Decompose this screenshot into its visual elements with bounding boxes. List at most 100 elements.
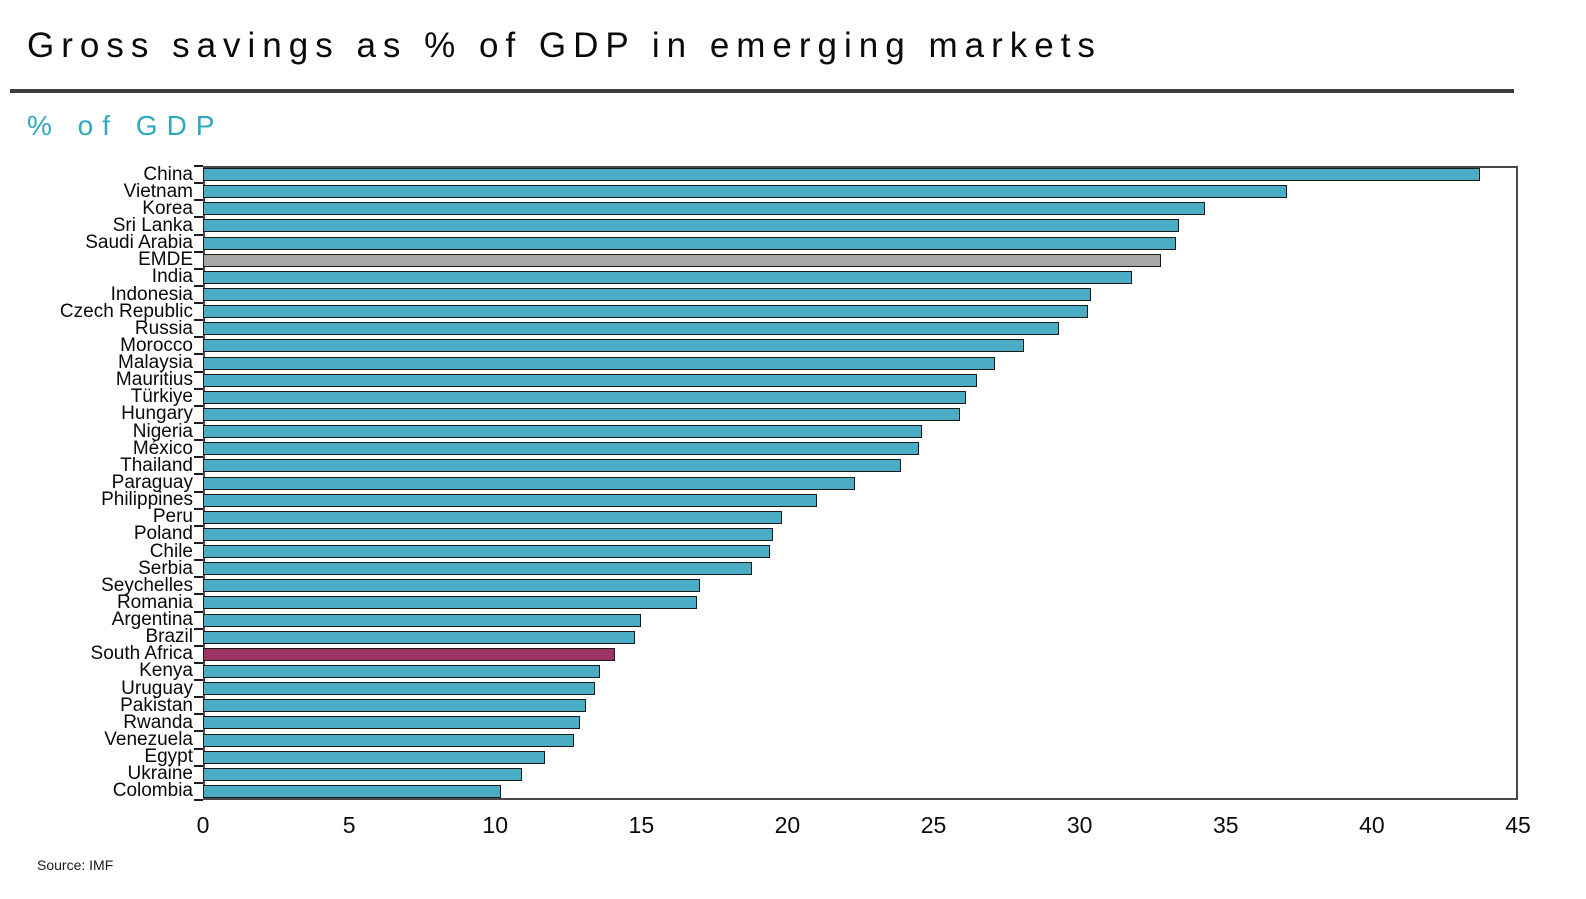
y-axis-tick [194, 319, 203, 322]
bar-paraguay [203, 476, 855, 490]
category-label-kenya: Kenya [139, 660, 193, 682]
category-label-argentina: Argentina [111, 609, 193, 631]
bar-mauritius [203, 373, 977, 387]
bar-peru [203, 510, 782, 524]
category-label-ukraine: Ukraine [127, 763, 193, 785]
bar-philippines [203, 493, 817, 507]
y-axis-tick [194, 302, 203, 305]
y-axis-tick [194, 422, 203, 425]
category-label-indonesia: Indonesia [110, 283, 193, 305]
y-axis-tick [194, 404, 203, 407]
category-label-sri-lanka: Sri Lanka [112, 214, 193, 236]
y-axis-tick [194, 764, 203, 767]
y-axis-tick [194, 610, 203, 613]
category-label-turkiye: Türkiye [130, 386, 193, 408]
bar-china [203, 168, 1480, 182]
category-label-mexico: México [132, 437, 193, 459]
y-axis-tick [194, 747, 203, 750]
x-axis-label-35: 35 [1212, 812, 1239, 838]
bar-seychelles [203, 579, 700, 593]
bar-pakistan [203, 699, 586, 713]
y-axis-tick [194, 216, 203, 219]
y-axis-tick [194, 387, 203, 390]
y-axis-tick [194, 644, 203, 647]
y-axis-tick [194, 182, 203, 185]
category-label-rwanda: Rwanda [123, 711, 193, 733]
bar-venezuela [203, 733, 574, 747]
category-label-morocco: Morocco [120, 334, 193, 356]
y-axis-tick [194, 559, 203, 562]
category-label-philippines: Philippines [101, 489, 193, 511]
category-label-emde: EMDE [138, 249, 193, 271]
bar-argentina [203, 613, 641, 627]
y-axis-tick [194, 284, 203, 287]
category-label-china: China [143, 163, 193, 185]
category-label-peru: Peru [152, 506, 193, 528]
bar-korea [203, 202, 1205, 216]
bar-vietnam [203, 185, 1287, 199]
x-axis-label-25: 25 [920, 812, 947, 838]
bar-morocco [203, 339, 1024, 353]
bar-thailand [203, 459, 901, 473]
x-axis-label-20: 20 [774, 812, 801, 838]
category-label-thailand: Thailand [120, 454, 193, 476]
bar-colombia [203, 784, 501, 798]
category-label-hungary: Hungary [121, 403, 193, 425]
bar-nigeria [203, 425, 922, 439]
category-label-pakistan: Pakistan [120, 694, 193, 716]
bar-russia [203, 322, 1059, 336]
y-axis-tick [194, 576, 203, 579]
y-axis-tick [194, 199, 203, 202]
x-axis-label-30: 30 [1066, 812, 1093, 838]
bar-turkiye [203, 390, 966, 404]
bar-indonesia [203, 288, 1091, 301]
y-axis-tick [194, 370, 203, 373]
bar-uruguay [203, 682, 595, 696]
x-axis-label-45: 45 [1505, 812, 1531, 838]
bar-chile [203, 545, 770, 559]
bar-saudi-arabia [203, 236, 1176, 250]
y-axis-tick [194, 679, 203, 682]
category-label-serbia: Serbia [138, 557, 193, 579]
x-axis-label-5: 5 [342, 812, 356, 838]
source-note: Source: IMF [37, 857, 114, 873]
bar-kenya [203, 664, 600, 678]
bar-egypt [203, 750, 545, 764]
bar-czech-republic [203, 305, 1088, 319]
bar-hungary [203, 407, 960, 421]
category-label-malaysia: Malaysia [118, 352, 193, 374]
category-label-south-africa: South Africa [90, 643, 193, 665]
category-label-seychelles: Seychelles [101, 574, 193, 596]
bar-south-africa [203, 647, 615, 661]
bar-sri-lanka [203, 219, 1179, 233]
bar-serbia [203, 562, 752, 576]
category-label-mauritius: Mauritius [115, 369, 193, 391]
y-axis-tick [194, 439, 203, 442]
y-axis-unit-label: % of GDP [27, 110, 224, 141]
category-label-uruguay: Uruguay [121, 677, 193, 699]
bar-india [203, 270, 1132, 284]
y-axis-tick [194, 507, 203, 510]
bar-poland [203, 527, 773, 541]
y-axis-tick [194, 267, 203, 270]
bar-emde [203, 253, 1161, 267]
category-label-brazil: Brazil [145, 626, 193, 648]
category-label-russia: Russia [134, 317, 193, 339]
bar-romania [203, 596, 697, 610]
title-divider [10, 89, 1514, 93]
y-axis-tick [194, 490, 203, 493]
bar-mexico [203, 442, 919, 456]
category-label-vietnam: Vietnam [123, 180, 193, 202]
category-label-colombia: Colombia [112, 780, 193, 802]
x-axis-label-10: 10 [482, 812, 509, 838]
category-label-czech-republic: Czech Republic [59, 300, 193, 322]
bar-ukraine [203, 767, 522, 781]
x-axis-label-40: 40 [1359, 812, 1385, 838]
y-axis-tick [194, 353, 203, 356]
category-label-egypt: Egypt [144, 746, 193, 768]
y-axis-tick [194, 233, 203, 236]
page-title: Gross savings as % of GDP in emerging ma… [27, 26, 1102, 65]
category-label-romania: Romania [116, 591, 193, 613]
y-axis-tick [194, 799, 203, 801]
